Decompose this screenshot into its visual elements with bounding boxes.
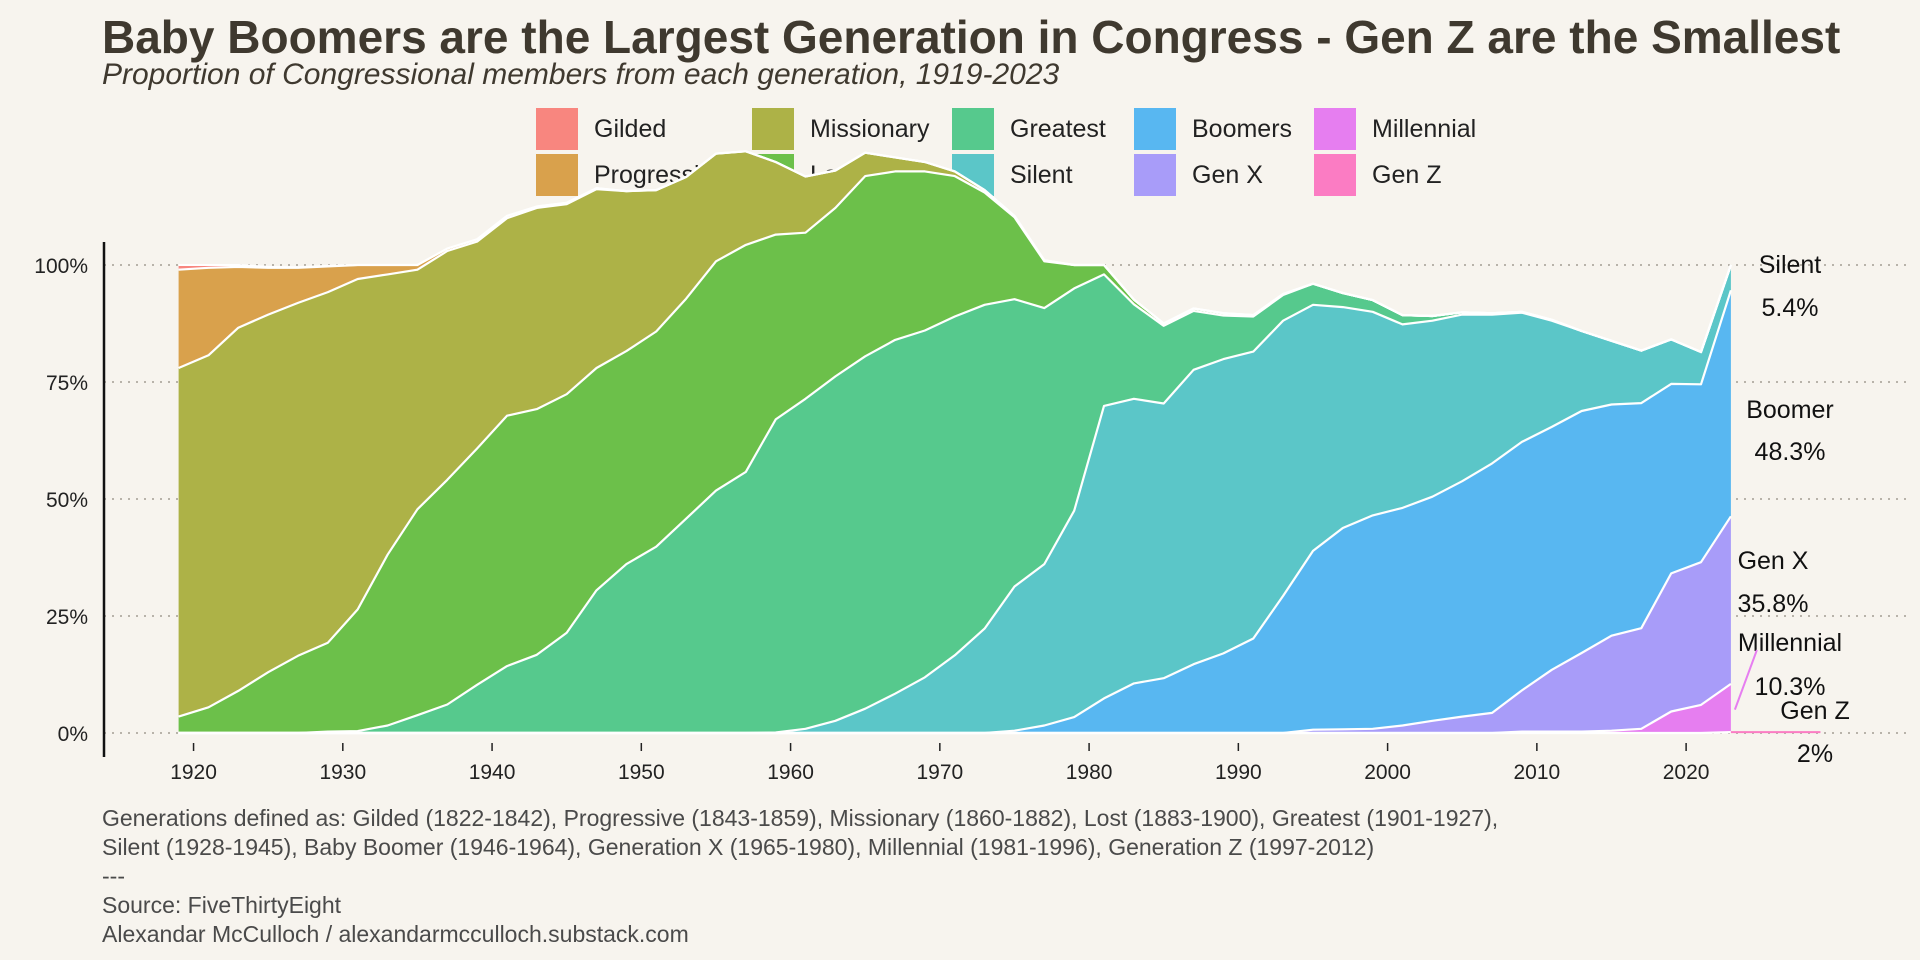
legend-swatch-boomers <box>1134 108 1176 150</box>
legend-label-boomers: Boomers <box>1192 114 1293 143</box>
area-silent <box>178 265 1731 733</box>
x-tick-label: 1970 <box>916 761 963 784</box>
y-tick-label: 100% <box>34 255 88 278</box>
area-lost <box>178 171 1731 733</box>
x-tick-label: 1930 <box>319 761 366 784</box>
legend-swatch-progressive <box>536 154 578 196</box>
annotation-name-silent: Silent <box>1759 251 1822 279</box>
x-tick-label: 1950 <box>618 761 665 784</box>
footer-source: Source: FiveThirtyEight <box>102 892 342 918</box>
legend-item-gen-z: Gen Z <box>1314 152 1484 198</box>
footer-definitions-2: Silent (1928-1945), Baby Boomer (1946-19… <box>102 834 1375 860</box>
boundary-top <box>178 150 1732 354</box>
footer-author: Alexandar McCulloch / alexandarmcculloch… <box>102 921 689 947</box>
legend-swatch-missionary <box>752 108 794 150</box>
area-missionary <box>178 151 1731 717</box>
legend-swatch-greatest <box>952 108 994 150</box>
annotations: Silent 5.4% Boomer 48.3% Gen X 35.8% Millennia… <box>1733 251 1850 768</box>
legend-swatch-millennial <box>1314 108 1356 150</box>
annotation-name-gen-x: Gen X <box>1738 547 1809 575</box>
x-tick-label: 2000 <box>1364 761 1411 784</box>
y-tick-label: 75% <box>46 372 88 395</box>
footer: Generations defined as: Gilded (1822-184… <box>102 804 1498 949</box>
legend-label-greatest: Greatest <box>1010 114 1106 143</box>
x-tick-label: 2010 <box>1514 761 1561 784</box>
x-tick-label: 2020 <box>1663 761 1710 784</box>
footer-definitions-1: Generations defined as: Gilded (1822-184… <box>102 805 1499 831</box>
annotation-name-gen-z: Gen Z <box>1780 697 1849 725</box>
y-tick-label: 50% <box>46 489 88 512</box>
annotation-name-millennial: Millennial <box>1738 629 1842 657</box>
y-tick-label: 25% <box>46 606 88 629</box>
chart-title: Baby Boomers are the Largest Generation … <box>102 11 1841 63</box>
annotation-value-gen-x: 35.8% <box>1738 590 1809 618</box>
chart-subtitle: Proportion of Congressional members from… <box>102 58 1060 91</box>
area-series <box>178 151 1731 733</box>
legend-swatch-gilded <box>536 108 578 150</box>
legend-item-missionary: Missionary <box>752 106 952 152</box>
area-greatest <box>178 265 1731 733</box>
legend-label-gen-z: Gen Z <box>1372 160 1442 189</box>
x-tick-label: 1960 <box>767 761 814 784</box>
legend-item-gen-x: Gen X <box>1134 152 1314 198</box>
annotation-value-silent: 5.4% <box>1762 294 1819 322</box>
area-gen-x <box>178 516 1731 733</box>
legend-item-greatest: Greatest <box>952 106 1134 152</box>
legend-label-millennial: Millennial <box>1372 114 1477 143</box>
millennial-leader-line <box>1733 649 1758 710</box>
area-boomers <box>178 290 1731 733</box>
footer-separator: --- <box>102 863 125 889</box>
x-tick-label: 1920 <box>170 761 217 784</box>
legend-label-missionary: Missionary <box>810 114 930 143</box>
legend-label-silent: Silent <box>1010 160 1073 189</box>
legend-item-boomers: Boomers <box>1134 106 1314 152</box>
axes: 0% 25% 50% 75% 100% 1920 1930 1940 1950 1960 1970 1… <box>34 242 1709 784</box>
x-tick-label: 1980 <box>1066 761 1113 784</box>
boundary-gen-z <box>178 731 1731 735</box>
plot-area: 0% 25% 50% 75% 100% 1920 1930 1940 1950 1960 1970 1… <box>34 150 1910 784</box>
x-tick-label: 1990 <box>1215 761 1262 784</box>
annotation-value-millennial: 10.3% <box>1755 673 1826 701</box>
y-tick-label: 0% <box>58 723 88 746</box>
legend-label-gilded: Gilded <box>594 114 667 143</box>
boundary-lines <box>178 150 1821 735</box>
x-tick-label: 1940 <box>469 761 516 784</box>
legend-swatch-gen-x <box>1134 154 1176 196</box>
annotation-value-gen-z: 2% <box>1797 740 1833 768</box>
annotation-name-boomer: Boomer <box>1746 396 1834 424</box>
legend-item-gilded: Gilded <box>536 106 752 152</box>
annotation-value-boomer: 48.3% <box>1755 438 1826 466</box>
legend-label-gen-x: Gen X <box>1192 160 1263 189</box>
legend-swatch-gen-z <box>1314 154 1356 196</box>
legend-item-millennial: Millennial <box>1314 106 1484 152</box>
